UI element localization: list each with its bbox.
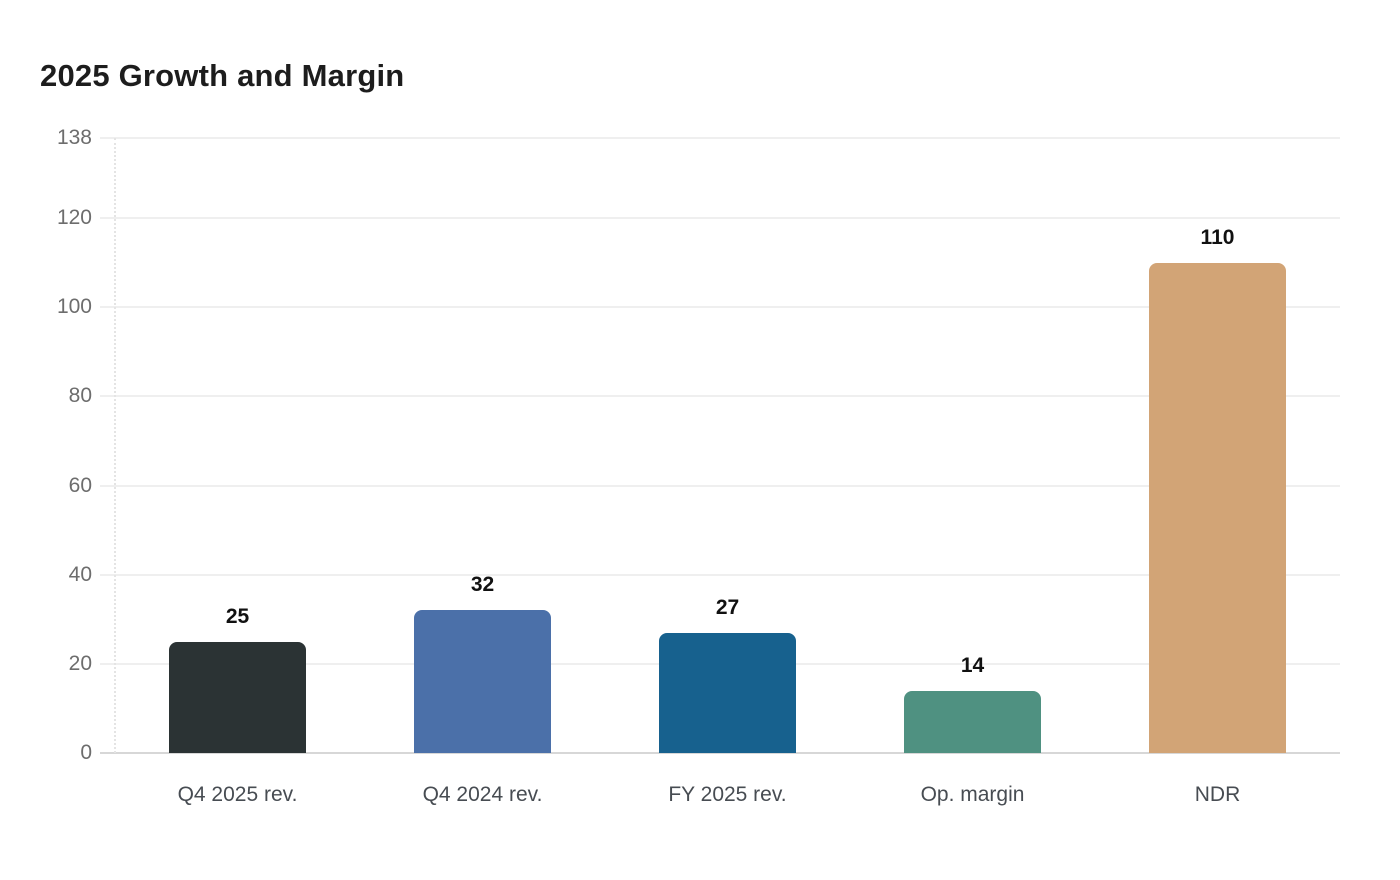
- y-axis-tick-label: 120: [56, 206, 92, 230]
- bar: [169, 641, 306, 753]
- bar: [904, 690, 1041, 753]
- gridline: [100, 484, 1340, 487]
- bar-value-label: 110: [1200, 225, 1235, 249]
- y-axis-tick-label: 0: [80, 741, 92, 764]
- gridline: [100, 395, 1340, 398]
- bar: [414, 610, 551, 753]
- bar-value-label: 25: [225, 604, 250, 628]
- x-axis-category-label: FY 2025 rev.: [668, 783, 787, 806]
- gridline: [100, 306, 1340, 309]
- gridline: [100, 217, 1340, 220]
- chart-title: 2025 Growth and Margin: [40, 58, 405, 93]
- x-axis-category-label: Q4 2024 rev.: [422, 783, 543, 806]
- y-axis-line: [114, 138, 116, 753]
- x-axis-category-label: Q4 2025 rev.: [177, 783, 298, 806]
- y-axis-tick-label: 100: [56, 295, 92, 319]
- y-axis-tick-label: 60: [68, 473, 92, 497]
- gridline: [100, 137, 1340, 139]
- x-axis-category-label: Op. margin: [920, 783, 1025, 806]
- y-axis-tick-label: 138: [56, 126, 92, 149]
- bar: [1149, 262, 1286, 753]
- y-axis-tick-label: 40: [68, 562, 92, 586]
- y-axis-tick-label: 20: [68, 651, 92, 675]
- bar-value-label: 14: [960, 653, 985, 677]
- gridline: [100, 573, 1340, 576]
- y-axis-tick-label: 80: [68, 384, 92, 408]
- x-axis-category-label: NDR: [1194, 783, 1241, 806]
- bar: [659, 632, 796, 753]
- bar-value-label: 32: [470, 573, 495, 597]
- x-axis-line: [100, 752, 1340, 754]
- bar-value-label: 27: [715, 595, 740, 619]
